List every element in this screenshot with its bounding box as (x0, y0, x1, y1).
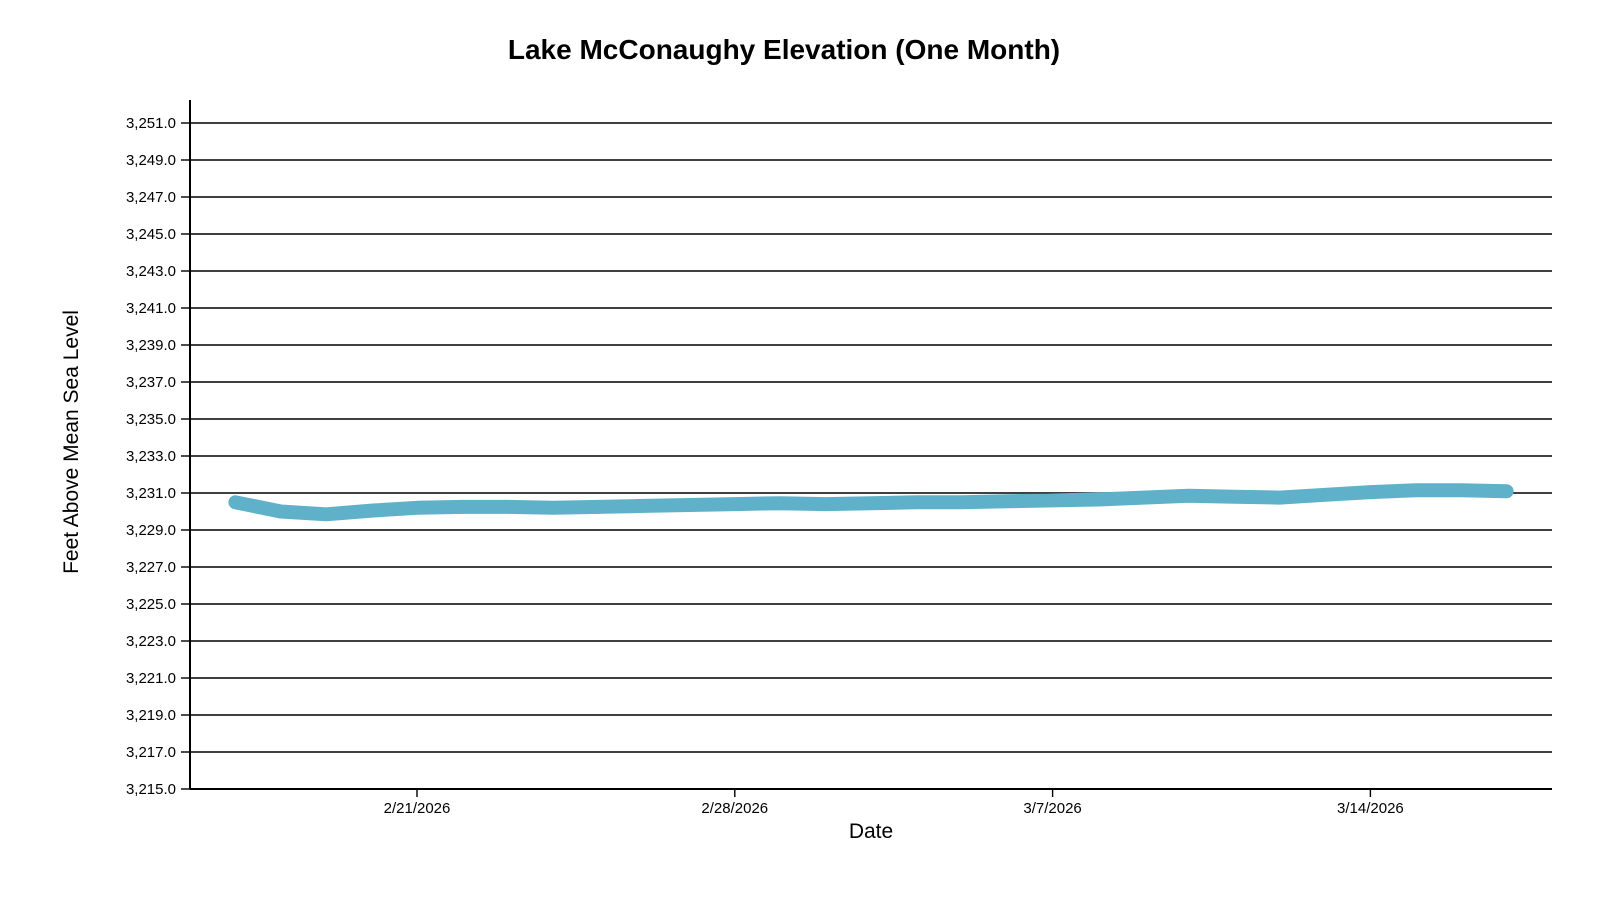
chart-title: Lake McConaughy Elevation (One Month) (507, 34, 1061, 65)
y-tick-label: 3,221.0 (126, 670, 176, 687)
x-tick-label: 3/7/2026 (1023, 800, 1081, 817)
y-tick-label: 3,247.0 (126, 189, 176, 206)
y-tick-label: 3,251.0 (126, 115, 176, 132)
y-tick-label: 3,227.0 (126, 559, 176, 576)
y-tick-label: 3,249.0 (126, 152, 176, 169)
y-tick-label: 3,219.0 (126, 707, 176, 724)
elevation-series-line[interactable] (228, 483, 1514, 522)
x-axis-title: Date (848, 820, 894, 843)
y-tick-label: 3,225.0 (126, 596, 176, 613)
y-tick-label: 3,231.0 (126, 485, 176, 502)
y-tick-label: 3,239.0 (126, 337, 176, 354)
y-tick-label: 3,237.0 (126, 374, 176, 391)
y-tick-label: 3,215.0 (126, 781, 176, 798)
y-tick-label: 3,235.0 (126, 411, 176, 428)
x-tick-label: 2/28/2026 (701, 800, 768, 817)
y-tick-label: 3,223.0 (126, 633, 176, 650)
y-tick-label: 3,229.0 (126, 522, 176, 539)
x-tick-label: 3/14/2026 (1337, 800, 1404, 817)
x-tick-label: 2/21/2026 (384, 800, 451, 817)
y-tick-label: 3,243.0 (126, 263, 176, 280)
y-tick-label: 3,233.0 (126, 448, 176, 465)
y-tick-label: 3,217.0 (126, 744, 176, 761)
y-tick-label: 3,241.0 (126, 300, 176, 317)
y-tick-label: 3,245.0 (126, 226, 176, 243)
